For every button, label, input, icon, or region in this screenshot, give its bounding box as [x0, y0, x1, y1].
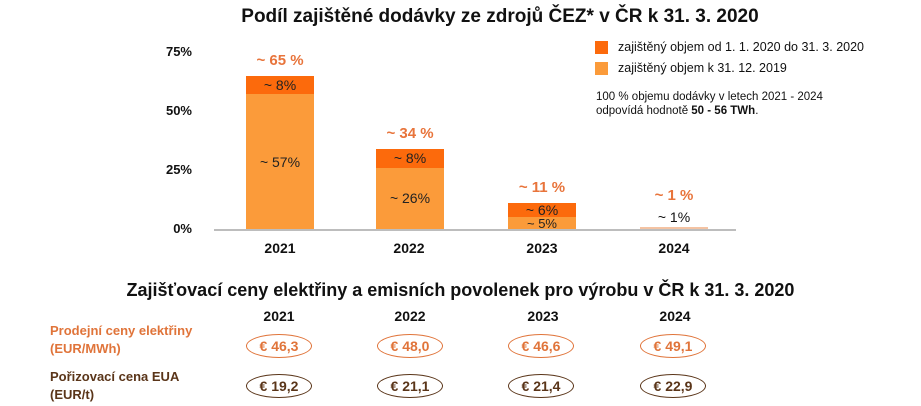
note-line-2: odpovídá hodnotě 50 - 56 TWh. — [596, 105, 759, 117]
note-line-1: 100 % objemu dodávky v letech 2021 - 202… — [596, 91, 823, 103]
row-label-eua: Pořizovací cena EUA (EUR/t) — [50, 369, 180, 402]
prices-title: Zajišťovací ceny elektřiny a emisních po… — [126, 280, 795, 300]
total-label-2022: ~ 34 % — [386, 124, 434, 142]
y-tick-50: 50% — [165, 103, 192, 118]
volume-note: 100 % objemu dodávky v letech 2021 - 202… — [596, 90, 823, 118]
legend-label-new: zajištěný objem od 1. 1. 2020 do 31. 3. … — [618, 40, 865, 54]
bar-2021: ~ 57% ~ 8% — [246, 75, 314, 229]
segment-old-2022: ~ 26% — [376, 167, 444, 229]
segment-old-2024 — [640, 226, 708, 229]
price-eua-2024: € 22,9 — [640, 374, 706, 398]
x-label-2022: 2022 — [393, 240, 425, 256]
bar-2022: ~ 26% ~ 8% — [376, 148, 444, 229]
segment-old-2021: ~ 57% — [246, 94, 314, 229]
price-electricity-2023: € 46,6 — [508, 334, 574, 358]
segment-new-2021: ~ 8% — [246, 75, 314, 95]
price-year-2023: 2023 — [527, 308, 559, 324]
y-tick-0: 0% — [173, 221, 192, 236]
price-eua-2023: € 21,4 — [508, 374, 574, 398]
chart-title: Podíl zajištěné dodávky ze zdrojů ČEZ* v… — [241, 6, 759, 27]
price-year-2024: 2024 — [659, 308, 691, 324]
price-year-2021: 2021 — [263, 308, 295, 324]
x-label-2024: 2024 — [658, 240, 690, 256]
price-year-2022: 2022 — [394, 308, 426, 324]
legend-swatch-new — [595, 40, 608, 54]
price-eua-2022: € 21,1 — [377, 374, 443, 398]
segment-old-label-2024: ~ 1% — [657, 209, 691, 225]
x-axis-line — [214, 229, 736, 231]
total-label-2021: ~ 65 % — [256, 51, 304, 69]
segment-old-2023: ~ 5% — [508, 217, 576, 230]
legend-swatch-old — [595, 61, 608, 75]
legend-item-new: zajištěný objem od 1. 1. 2020 do 31. 3. … — [595, 40, 864, 54]
total-label-2023: ~ 11 % — [518, 179, 566, 197]
price-electricity-2024: € 49,1 — [640, 334, 706, 358]
price-electricity-2022: € 48,0 — [377, 334, 443, 358]
row-label-electricity: Prodejní ceny elektřiny (EUR/MWh) — [50, 323, 193, 356]
legend-item-old: zajištěný objem k 31. 12. 2019 — [595, 61, 864, 75]
x-label-2021: 2021 — [264, 240, 296, 256]
y-tick-75: 75% — [165, 44, 192, 59]
bar-2023: ~ 5% ~ 6% — [508, 202, 576, 230]
legend: zajištěný objem od 1. 1. 2020 do 31. 3. … — [595, 40, 864, 75]
segment-new-2022: ~ 8% — [376, 148, 444, 168]
segment-new-2023: ~ 6% — [508, 202, 576, 218]
total-label-2024: ~ 1 % — [654, 187, 694, 204]
price-electricity-2021: € 46,3 — [246, 334, 312, 358]
note-twh-value: 50 - 56 TWh — [691, 105, 756, 117]
bar-2024 — [640, 226, 708, 229]
y-tick-25: 25% — [165, 162, 192, 177]
price-eua-2021: € 19,2 — [246, 374, 312, 398]
legend-label-old: zajištěný objem k 31. 12. 2019 — [618, 61, 787, 75]
x-label-2023: 2023 — [526, 240, 558, 256]
